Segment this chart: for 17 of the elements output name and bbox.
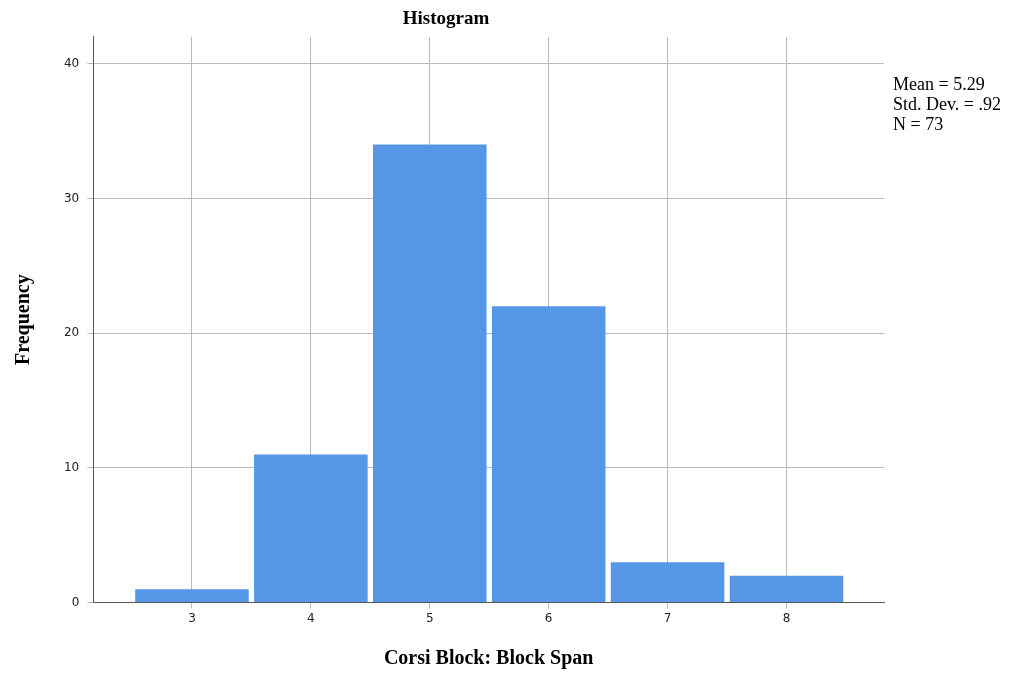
x-tick-label: 6: [544, 610, 553, 625]
chart-title: Histogram: [402, 7, 490, 29]
x-tick-label: 5: [425, 610, 434, 625]
y-tick-label: 30: [63, 190, 80, 205]
y-tick-label: 10: [63, 460, 80, 475]
x-tick-label: 8: [782, 610, 791, 625]
text: Std. Dev. = .92: [893, 94, 1001, 114]
x-tick-label: 7: [663, 610, 672, 625]
y-tick-label: 20: [63, 325, 80, 340]
x-tick-label: 4: [307, 610, 315, 625]
y-tick-label: 0: [71, 594, 80, 609]
y-axis-title: Frequency: [11, 274, 35, 366]
x-axis-title: Corsi Block: Block Span: [383, 646, 594, 670]
y-tick-label: 40: [63, 55, 80, 70]
text: N = 73: [893, 114, 945, 134]
text: Mean = 5.29: [893, 74, 986, 94]
x-tick-label: 3: [188, 610, 196, 625]
